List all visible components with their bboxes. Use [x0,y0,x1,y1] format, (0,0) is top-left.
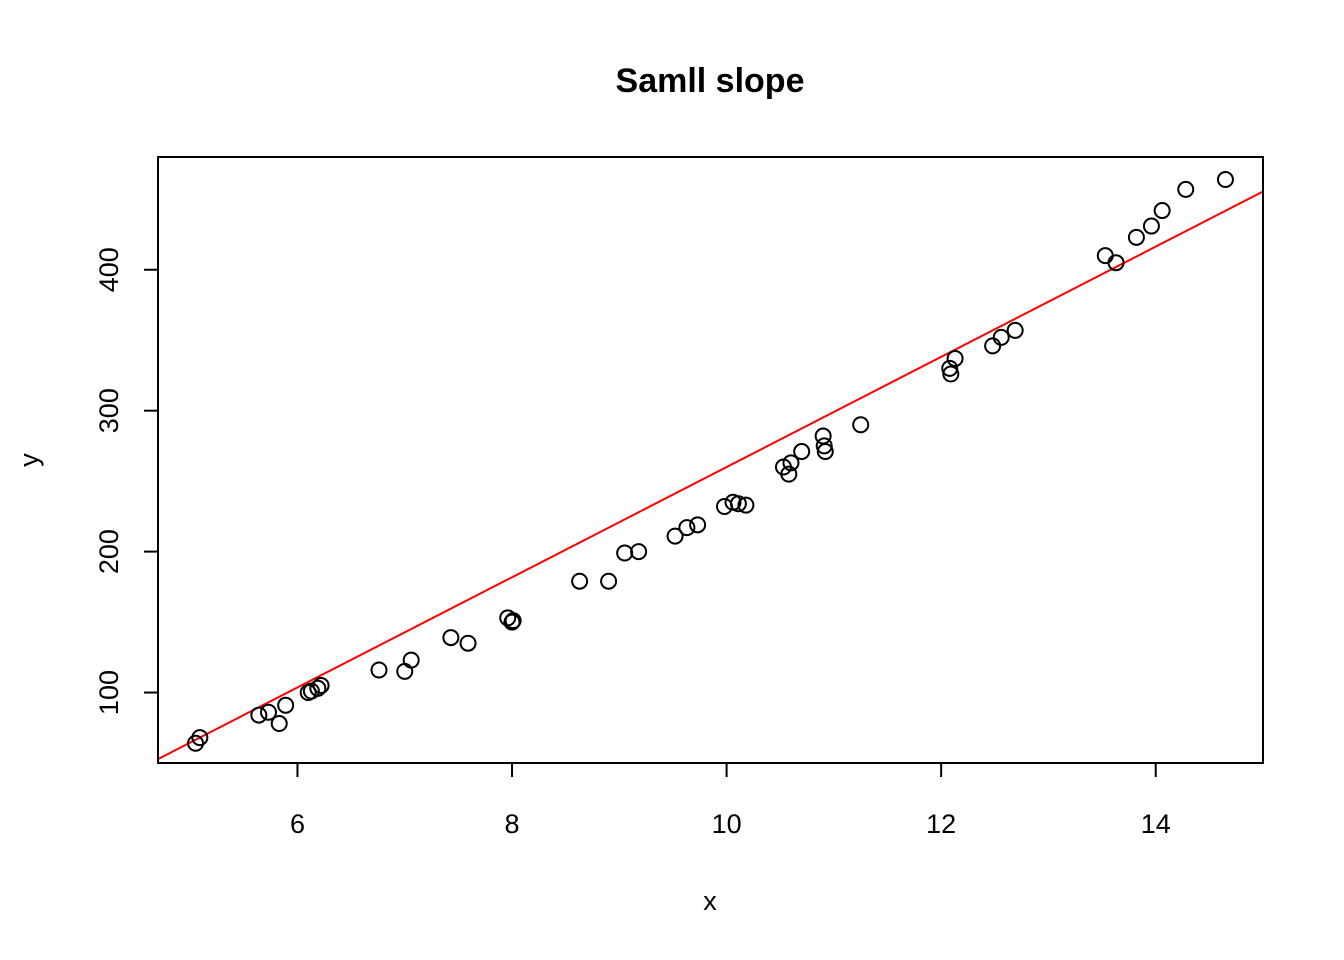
data-point [729,495,747,513]
regression-line [158,190,1263,760]
data-point [1107,254,1125,272]
y-tick-label: 200 [94,529,124,574]
data-point [815,437,833,455]
data-point [984,337,1002,355]
x-tick-label: 14 [1141,809,1171,839]
data-point [1177,180,1195,198]
data-point [402,651,420,669]
y-tick-label: 400 [94,247,124,292]
data-point [187,734,205,752]
data-point [277,696,295,714]
data-point [616,544,634,562]
points-layer [187,171,1234,752]
y-tick-label: 300 [94,388,124,433]
data-point [715,498,733,516]
data-point [941,359,959,377]
data-point [504,612,522,630]
data-point [678,519,696,537]
data-point [600,572,618,590]
data-point [1096,247,1114,265]
data-point [852,416,870,434]
data-point [309,679,327,697]
x-axis-label: x [703,886,717,916]
data-point [1127,228,1145,246]
x-axis: 6 8 10 12 14 [290,762,1171,839]
y-axis-label: y [14,453,44,467]
y-axis: 100 200 300 400 [94,247,159,715]
data-point [666,527,684,545]
data-point [689,516,707,534]
data-point [370,661,388,679]
chart-title: Samll slope [616,62,805,100]
data-point [571,572,589,590]
data-point [312,676,330,694]
data-point [191,729,209,747]
data-point [630,543,648,561]
data-point [992,328,1010,346]
x-tick-label: 6 [290,809,305,839]
data-point [1006,321,1024,339]
data-point [946,350,964,368]
data-point [250,706,268,724]
data-point [1153,202,1171,220]
x-tick-label: 12 [926,809,956,839]
x-tick-label: 10 [712,809,742,839]
data-point [260,703,277,721]
plot-frame [157,156,1264,764]
fit-line-layer [158,190,1263,760]
y-tick-label: 100 [94,670,124,715]
data-point [942,365,960,383]
x-tick-label: 8 [505,809,520,839]
data-point [396,662,414,680]
data-point [270,715,288,733]
data-point [459,634,477,652]
data-point [782,454,800,472]
data-point [780,465,798,483]
data-point [793,443,811,461]
data-point [442,629,460,647]
data-point [1216,171,1234,189]
data-point [816,443,834,461]
data-point [1142,217,1160,235]
data-point [737,496,755,514]
